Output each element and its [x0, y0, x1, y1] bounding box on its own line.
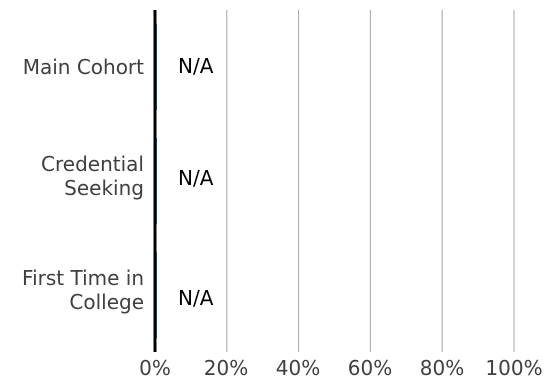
category-label: First Time in College — [22, 266, 144, 314]
data-label: N/A — [176, 54, 216, 78]
category-label: Credential Seeking — [41, 152, 144, 200]
x-tick-label: 80% — [419, 356, 465, 380]
x-tick-label: 40% — [275, 356, 321, 380]
x-tick-label: 0% — [139, 356, 171, 380]
category-label: Main Cohort — [22, 55, 144, 79]
data-label: N/A — [176, 166, 216, 190]
x-tick-label: 60% — [347, 356, 393, 380]
data-label: N/A — [176, 286, 216, 310]
x-tick-label: 100% — [485, 356, 543, 380]
x-tick-label: 20% — [203, 356, 249, 380]
